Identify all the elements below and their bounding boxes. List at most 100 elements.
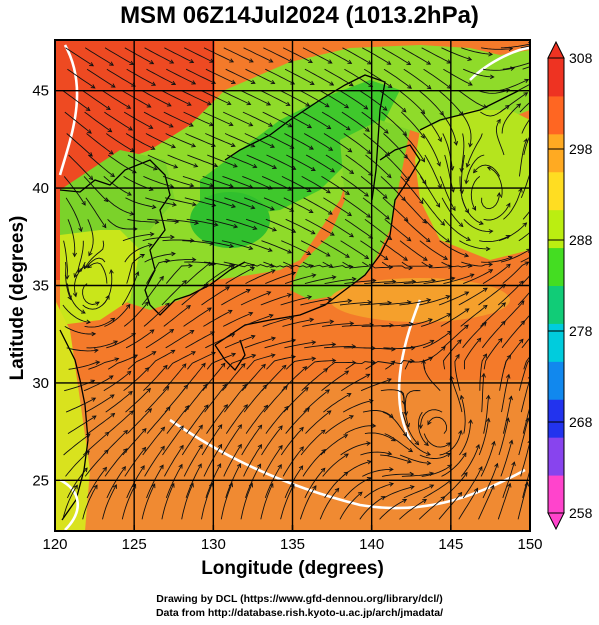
streamline <box>322 47 352 64</box>
streamline-arrow <box>107 127 113 133</box>
streamline-arrow <box>236 463 241 468</box>
streamline <box>422 133 441 166</box>
streamline <box>482 463 498 499</box>
streamline-arrow <box>272 164 278 169</box>
streamline <box>285 357 316 370</box>
streamline-arrow <box>329 231 335 236</box>
streamline <box>283 261 314 268</box>
streamline-arrow <box>331 275 337 280</box>
streamline <box>399 499 427 520</box>
streamline-arrow <box>531 163 535 167</box>
streamline <box>224 335 255 349</box>
streamline-arrow <box>505 234 511 240</box>
streamline-arrow <box>147 408 153 413</box>
streamline <box>459 419 472 456</box>
streamline <box>124 47 154 65</box>
streamline-arrow <box>445 238 451 243</box>
streamline-arrow <box>349 232 354 238</box>
streamline-arrow <box>309 80 315 85</box>
streamline-arrow <box>146 387 151 393</box>
streamline <box>442 133 453 170</box>
streamline <box>422 330 452 349</box>
streamline <box>141 90 172 107</box>
streamline <box>302 111 331 129</box>
streamline <box>143 365 168 392</box>
streamline <box>399 454 431 464</box>
streamline-arrow <box>307 123 313 129</box>
streamline-arrow <box>226 100 232 106</box>
streamline <box>205 264 234 284</box>
streamline <box>225 267 255 284</box>
streamline-arrow <box>491 440 496 446</box>
streamline <box>423 479 452 499</box>
streamline <box>454 354 461 391</box>
streamline-arrow <box>424 441 429 447</box>
streamline <box>302 47 333 64</box>
streamline <box>261 425 283 456</box>
isotherms <box>58 44 530 531</box>
streamline <box>498 418 509 456</box>
streamline <box>481 47 513 50</box>
streamline <box>245 218 277 231</box>
streamline <box>280 427 304 456</box>
streamline <box>495 119 505 156</box>
x-tick-label: 135 <box>280 536 305 553</box>
streamline-arrow <box>494 462 499 468</box>
streamline <box>107 218 137 230</box>
streamline <box>403 279 436 285</box>
streamline-arrow <box>141 427 147 433</box>
streamline <box>125 329 155 349</box>
streamline-arrow <box>128 126 134 131</box>
streamline <box>478 284 506 306</box>
streamline-arrow <box>194 220 200 226</box>
streamline-arrow <box>268 313 274 319</box>
streamline <box>365 360 395 370</box>
streamline <box>364 218 392 240</box>
streamline <box>344 218 373 239</box>
streamline <box>85 394 115 413</box>
streamline <box>127 408 152 434</box>
japan-green-zone <box>290 120 410 300</box>
streamline-arrow <box>281 364 287 370</box>
streamline <box>380 454 412 463</box>
streamline <box>245 68 275 84</box>
streamline-arrow <box>132 483 137 489</box>
streamline <box>385 360 414 370</box>
streamline <box>342 261 373 269</box>
streamline-arrow <box>347 298 353 304</box>
streamline <box>364 280 396 285</box>
streamline-arrow <box>541 219 545 223</box>
streamline <box>404 218 431 243</box>
streamline <box>107 354 138 370</box>
streamline-arrow <box>240 362 246 368</box>
streamline-arrow <box>146 103 152 108</box>
streamline <box>379 301 411 306</box>
streamline-arrow <box>482 104 488 109</box>
streamline <box>459 240 490 250</box>
streamline-arrow <box>251 353 257 359</box>
streamline <box>384 433 413 452</box>
streamline <box>339 491 363 520</box>
streamline <box>141 276 164 306</box>
streamline <box>303 133 333 151</box>
isotherm-north <box>469 46 530 81</box>
streamline <box>162 175 194 187</box>
streamline <box>161 90 192 106</box>
streamline <box>185 331 215 349</box>
streamline <box>121 484 136 520</box>
streamline-arrow <box>229 243 235 249</box>
streamline-arrow <box>186 101 192 106</box>
streamline <box>362 468 393 477</box>
streamline-arrow <box>266 291 272 296</box>
streamline <box>144 386 170 413</box>
streamline-arrow <box>197 463 202 469</box>
streamline-arrow <box>308 208 314 214</box>
streamline <box>463 337 482 370</box>
kyushu-coast <box>214 339 246 372</box>
streamline <box>166 68 196 85</box>
streamline-arrow <box>406 236 412 242</box>
streamline <box>242 111 273 127</box>
streamline <box>360 378 392 392</box>
streamline-arrow <box>426 451 431 456</box>
streamline-arrow <box>505 373 511 379</box>
